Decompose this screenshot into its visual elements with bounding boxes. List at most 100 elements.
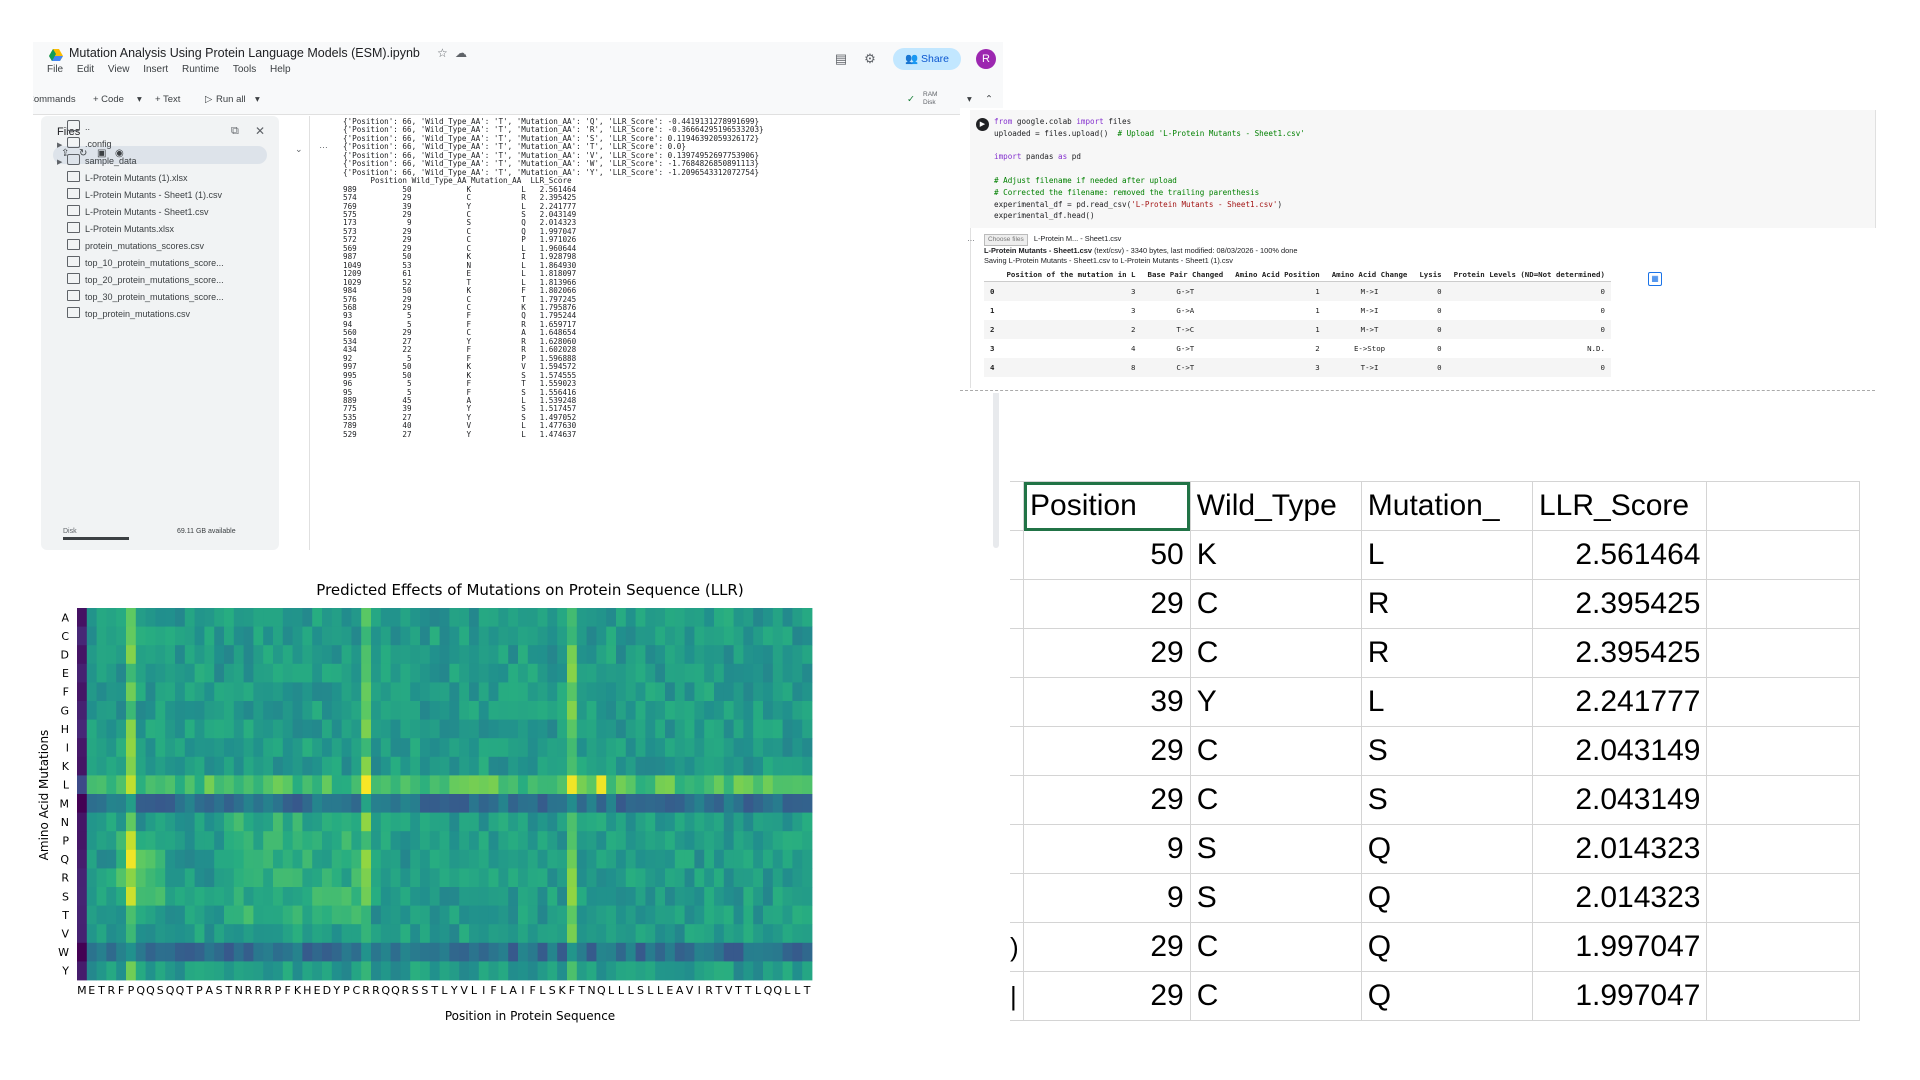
file-item[interactable]: top_10_protein_mutations_score... [57, 256, 224, 272]
sheet-cell[interactable]: 2.395425 [1531, 628, 1708, 678]
sheet-cell[interactable]: C [1189, 775, 1362, 825]
menu-insert[interactable]: Insert [143, 64, 169, 75]
menu-tools[interactable]: Tools [232, 64, 257, 75]
code-cell[interactable]: ▶ from google.colab import files uploaded… [970, 110, 1876, 228]
row-marker[interactable] [1010, 824, 1025, 874]
choose-files-button[interactable]: Choose files [984, 234, 1028, 246]
sheet-empty-cell[interactable] [1706, 873, 1860, 923]
sheet-empty-cell[interactable] [1706, 824, 1860, 874]
sheet-cell[interactable]: 2.043149 [1531, 726, 1708, 776]
refresh-icon[interactable]: ↻ [79, 148, 88, 159]
output-menu-icon[interactable]: … [319, 140, 328, 150]
sheet-cell[interactable]: C [1189, 628, 1362, 678]
sheet-cell[interactable]: 50 [1023, 530, 1191, 580]
add-text-button[interactable]: + Text [155, 94, 181, 105]
drive-folder-icon[interactable]: ▣ [97, 148, 107, 159]
sheet-cell[interactable]: 2.241777 [1531, 677, 1708, 727]
sheet-cell[interactable]: 29 [1023, 971, 1191, 1021]
sheet-cell[interactable]: 9 [1023, 873, 1191, 923]
file-item[interactable]: top_30_protein_mutations_score... [57, 290, 224, 306]
menu-edit[interactable]: Edit [76, 64, 95, 75]
sheet-empty-cell[interactable] [1706, 922, 1860, 972]
collapse-chevron-icon[interactable]: ⌃ [985, 94, 993, 105]
sheet-cell[interactable]: 29 [1023, 775, 1191, 825]
menu-help[interactable]: Help [270, 64, 291, 75]
sheet-cell[interactable]: S [1360, 726, 1533, 776]
sheet-header-cell[interactable]: Mutation_ [1360, 481, 1533, 531]
new-window-icon[interactable]: ⧉ [231, 125, 239, 137]
run-all-button[interactable]: Run all [216, 94, 246, 105]
sheet-cell[interactable]: C [1189, 922, 1362, 972]
add-code-button[interactable]: + Code [93, 94, 124, 105]
menu-view[interactable]: View [107, 64, 130, 75]
sheet-cell[interactable]: 29 [1023, 628, 1191, 678]
run-all-dropdown-icon[interactable]: ▾ [255, 94, 260, 105]
sheet-cell[interactable]: S [1189, 824, 1362, 874]
expand-caret-icon[interactable]: ▶ [57, 142, 63, 149]
file-item[interactable]: ▶ sample_data [57, 154, 137, 170]
settings-gear-icon[interactable]: ⚙ [864, 51, 876, 66]
menu-runtime[interactable]: Runtime [182, 64, 220, 75]
sheet-cell[interactable]: 29 [1023, 726, 1191, 776]
row-marker[interactable] [1010, 579, 1025, 629]
sheet-cell[interactable]: 2.395425 [1531, 579, 1708, 629]
sheet-empty-cell[interactable] [1706, 726, 1860, 776]
file-item[interactable]: ▶ .config [57, 137, 112, 153]
sheet-cell[interactable]: Q [1360, 971, 1533, 1021]
sheet-header-cell[interactable]: Position [1023, 481, 1191, 531]
runtime-dropdown-icon[interactable]: ▾ [967, 94, 972, 105]
row-marker[interactable] [1010, 530, 1025, 580]
sheet-cell[interactable]: Y [1189, 677, 1362, 727]
row-marker[interactable] [1010, 726, 1025, 776]
sheet-cell[interactable]: L [1360, 677, 1533, 727]
sheet-cell[interactable]: C [1189, 726, 1362, 776]
collapse-output-chevron-icon[interactable]: ⌄ [295, 144, 303, 154]
file-item[interactable]: L-Protein Mutants - Sheet1.csv [57, 205, 209, 221]
sheet-empty-cell[interactable] [1706, 775, 1860, 825]
avatar[interactable]: R [976, 49, 996, 69]
sheet-cell[interactable]: 2.014323 [1531, 873, 1708, 923]
output-menu-icon[interactable]: … [967, 234, 975, 243]
sheet-cell[interactable]: L [1360, 530, 1533, 580]
sheet-cell[interactable]: 2.043149 [1531, 775, 1708, 825]
file-item[interactable]: top_20_protein_mutations_score... [57, 273, 224, 289]
file-item[interactable]: protein_mutations_scores.csv [57, 239, 204, 255]
sheet-cell[interactable]: 1.997047 [1531, 971, 1708, 1021]
sheet-cell[interactable]: 39 [1023, 677, 1191, 727]
row-marker[interactable]: | [1010, 971, 1025, 1021]
commands-button[interactable]: Commands [33, 94, 76, 105]
row-marker[interactable]: ) [1010, 922, 1025, 972]
file-item[interactable]: L-Protein Mutants - Sheet1 (1).csv [57, 188, 222, 204]
row-marker[interactable] [1010, 628, 1025, 678]
sheet-cell[interactable]: Q [1360, 873, 1533, 923]
sheet-cell[interactable]: Q [1360, 922, 1533, 972]
sheet-cell[interactable]: R [1360, 628, 1533, 678]
upload-icon[interactable]: ⇪ [61, 148, 70, 159]
sheet-cell[interactable]: S [1360, 775, 1533, 825]
row-marker[interactable] [1010, 481, 1025, 531]
sheet-cell[interactable]: 29 [1023, 579, 1191, 629]
sheet-cell[interactable]: C [1189, 971, 1362, 1021]
file-item[interactable]: top_protein_mutations.csv [57, 307, 190, 323]
sheet-empty-cell[interactable] [1706, 579, 1860, 629]
sheet-header-cell[interactable]: Wild_Type [1189, 481, 1362, 531]
row-marker[interactable] [1010, 873, 1025, 923]
sheet-cell[interactable]: 1.997047 [1531, 922, 1708, 972]
file-item[interactable]: .. [57, 120, 90, 136]
menu-file[interactable]: File [47, 64, 64, 75]
file-item[interactable]: L-Protein Mutants (1).xlsx [57, 171, 188, 187]
add-code-dropdown-icon[interactable]: ▾ [137, 94, 142, 105]
sheet-cell[interactable]: Q [1360, 824, 1533, 874]
star-icon[interactable]: ☆ [437, 46, 448, 60]
file-item[interactable]: L-Protein Mutants.xlsx [57, 222, 174, 238]
row-marker[interactable] [1010, 775, 1025, 825]
row-marker[interactable] [1010, 677, 1025, 727]
expand-caret-icon[interactable]: ▶ [57, 159, 63, 166]
sheet-cell[interactable]: 29 [1023, 922, 1191, 972]
code-editor[interactable]: from google.colab import files uploaded =… [994, 116, 1305, 222]
sheet-empty-cell[interactable] [1706, 971, 1860, 1021]
share-button[interactable]: 👥 Share [893, 48, 961, 70]
sheet-empty-cell[interactable] [1706, 677, 1860, 727]
sheet-empty-cell[interactable] [1706, 530, 1860, 580]
run-cell-play-icon[interactable]: ▶ [976, 118, 989, 131]
